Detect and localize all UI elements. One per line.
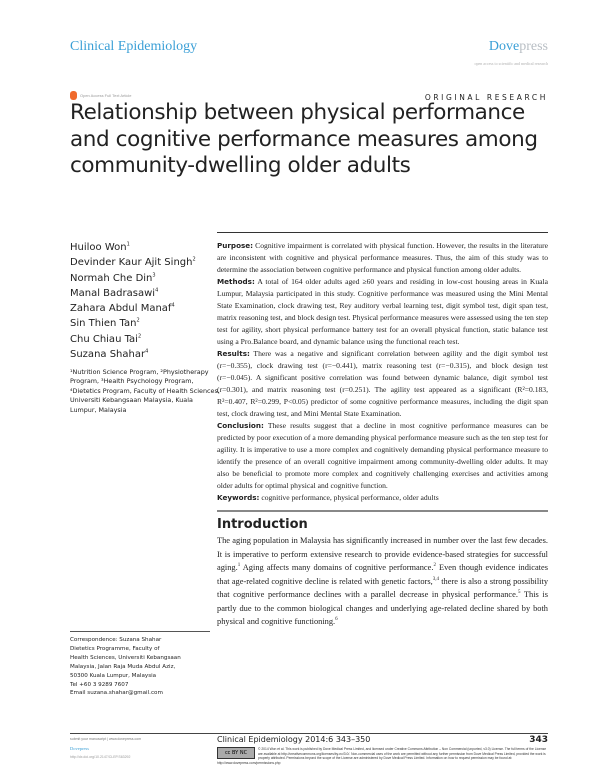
abstract-keywords: Keywords: cognitive performance, physica…: [217, 493, 439, 502]
author: Normah Che Din3: [70, 272, 156, 284]
author: Devinder Kaur Ajit Singh2: [70, 256, 196, 269]
correspondence-line: 50300 Kuala Lumpur, Malaysia: [70, 672, 157, 679]
page-number: 343: [529, 735, 548, 745]
abstract-conclusion: Conclusion: These results suggest that a…: [217, 421, 548, 490]
license-text-continued: permission from Dove Medical Press Limit…: [217, 751, 546, 765]
introduction-text: The aging population in Malaysia has sig…: [217, 536, 549, 626]
correspondence-line: Email suzana.shahar@gmail.com: [70, 690, 163, 697]
divider: [217, 510, 548, 512]
publisher-logo: Dovepress: [488, 39, 548, 54]
correspondence-line: Correspondence: Suzana Shahar: [70, 637, 162, 643]
abstract-purpose: Purpose: Cognitive impairment is correla…: [217, 241, 548, 274]
author: Manal Badrasawi4: [70, 287, 159, 299]
abstract: Purpose: Cognitive impairment is correla…: [217, 232, 548, 504]
submit-manuscript-link[interactable]: submit your manuscript | www.dovepress.c…: [70, 737, 142, 741]
open-access-label: Open Access Full Text Article: [70, 91, 132, 100]
introduction-heading: Introduction: [217, 517, 308, 532]
abstract-methods: Methods: A total of 164 older adults age…: [217, 277, 548, 346]
footer-dovepress-logo: Dovepress: [70, 746, 89, 751]
open-access-icon: [70, 91, 77, 100]
correspondence-line: Tel +60 3 9289 7607: [70, 681, 129, 688]
author-list: Huiloo Won1 Devinder Kaur Ajit Singh2 Norm…: [70, 240, 196, 362]
author: Huiloo Won1: [70, 241, 130, 253]
license-block: cc BY NC © 2014 Won et al. This work is …: [217, 747, 548, 765]
main-column: Purpose: Cognitive impairment is correla…: [217, 232, 548, 629]
author: Chu Chiau Tai2: [70, 333, 142, 345]
publisher-tagline: open access to scientific and medical re…: [474, 61, 548, 66]
author: Zahara Abdul Manaf4: [70, 302, 175, 315]
article-title: Relationship between physical performanc…: [70, 100, 538, 178]
correspondence-line: Malaysia, Jalan Raja Muda Abdul Aziz,: [70, 663, 176, 670]
doi-link[interactable]: http://dx.doi.org/10.2147/CLEP.S63292: [70, 755, 131, 759]
correspondence-line: Health Sciences, Universiti Kebangsaan: [70, 654, 181, 661]
author: Sin Thien Tan2: [70, 318, 140, 330]
author: Suzana Shahar4: [70, 348, 149, 361]
correspondence: Correspondence: Suzana Shahar Dietetics P…: [70, 631, 210, 698]
affiliations: ¹Nutrition Science Program, ²Physiothera…: [70, 368, 220, 414]
abstract-results: Results: There was a negative and signif…: [217, 349, 548, 418]
citation: Clinical Epidemiology 2014:6 343–350: [217, 735, 371, 744]
correspondence-line: Dietetics Programme, Faculty of: [70, 645, 160, 652]
license-text: © 2014 Won et al. This work is published…: [258, 747, 547, 756]
article-type: ORIGINAL RESEARCH: [424, 93, 548, 102]
footer-divider: [70, 733, 548, 734]
creative-commons-icon: cc BY NC: [217, 747, 255, 759]
journal-name: Clinical Epidemiology: [70, 39, 198, 54]
